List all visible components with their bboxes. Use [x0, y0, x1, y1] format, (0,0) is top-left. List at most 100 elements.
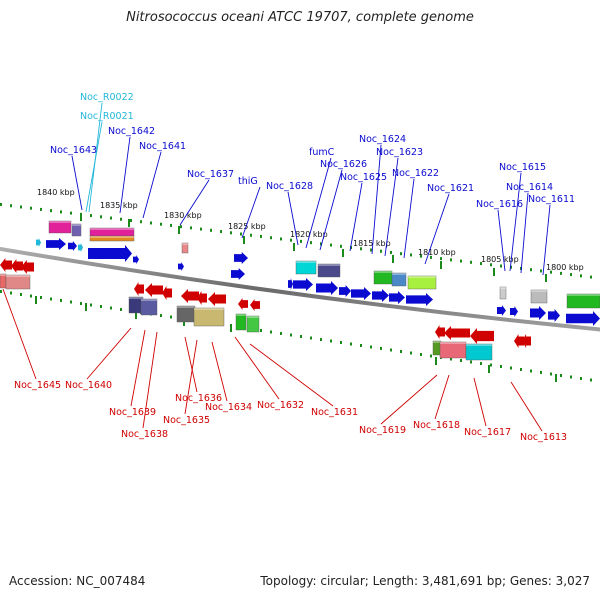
- leader-line: [119, 136, 131, 214]
- gene-box-highlight: [90, 228, 134, 230]
- leader-line: [184, 336, 198, 393]
- reverse-gene-arrow: [11, 259, 23, 273]
- gene-box-highlight: [466, 344, 492, 346]
- gene-box: [176, 305, 196, 323]
- gene-boxes: [0, 220, 600, 361]
- forward-gene-arrow: [293, 278, 313, 291]
- tick-dot: [420, 353, 422, 356]
- gene-labels: Noc_R0022 Noc_R0021 Noc_1643 Noc_1642 Noc_16…: [14, 92, 575, 443]
- reverse-gene-arrow: [134, 282, 144, 296]
- tick-dot: [270, 330, 272, 334]
- leader-line: [211, 341, 228, 402]
- gene-box: [499, 286, 507, 300]
- tick-dot: [190, 226, 192, 230]
- leader-line: [71, 155, 83, 211]
- gene-label: fumC: [309, 147, 335, 158]
- gene-box-highlight: [392, 273, 406, 275]
- forward-gene-arrow: [178, 262, 184, 271]
- gene-box-highlight: [247, 316, 259, 318]
- gene-box-highlight: [6, 275, 30, 277]
- tick-dot: [350, 342, 352, 346]
- kbp-label: 1840 kbp: [37, 188, 75, 197]
- tick-dot: [540, 269, 542, 273]
- forward-gene-arrow: [46, 238, 66, 250]
- reverse-gene-arrow: [435, 325, 445, 339]
- tick-dot: [490, 363, 492, 367]
- major-tick: [392, 255, 394, 263]
- tick-dot: [500, 264, 502, 268]
- leader-line: [305, 157, 332, 249]
- tick-dot: [220, 230, 222, 234]
- tick-dot: [480, 262, 482, 266]
- tick-dot: [100, 305, 102, 308]
- major-tick: [135, 311, 137, 319]
- reverse-gene-arrow: [162, 286, 172, 300]
- leader-line: [380, 374, 438, 425]
- tick-dot: [160, 222, 162, 226]
- tick-dot: [320, 242, 322, 246]
- tick-dot: [330, 243, 332, 247]
- gene-box-highlight: [567, 294, 600, 296]
- major-tick: [545, 274, 547, 282]
- leader-line: [520, 192, 529, 274]
- tick-dot: [410, 253, 412, 257]
- forward-gene-arrow: [231, 268, 245, 280]
- gene-box: [439, 341, 467, 359]
- reverse-gene-arrow: [21, 260, 34, 274]
- tick-dot: [100, 215, 102, 219]
- gene-label: Noc_1623: [376, 147, 423, 158]
- tick-dot: [240, 232, 242, 236]
- leader-line: [497, 209, 506, 272]
- gene-box: [566, 293, 600, 309]
- tick-dot: [430, 255, 432, 259]
- forward-gene-arrow: [351, 287, 371, 300]
- gene-label: Noc_R0022: [80, 92, 134, 103]
- gene-box-highlight: [236, 314, 246, 316]
- label-leader-lines: [2, 102, 551, 432]
- leader-line: [473, 377, 487, 427]
- gene-label: Noc_1619: [359, 425, 406, 436]
- reverse-gene-arrow: [197, 291, 207, 305]
- reverse-gene-arrow: [181, 289, 199, 303]
- tick-dot: [400, 252, 402, 256]
- leader-line: [142, 331, 158, 429]
- tick-dot: [60, 210, 62, 214]
- gene-label: Noc_1615: [499, 162, 546, 173]
- gene-label: Noc_1624: [359, 134, 406, 145]
- kbp-scale: 1840 kbp 1835 kbp 1830 kbp 1825 kbp 1820 kbp…: [37, 188, 584, 272]
- tick-dot: [250, 233, 252, 237]
- leader-line: [542, 204, 551, 276]
- tick-dot: [430, 354, 432, 358]
- major-tick: [128, 219, 130, 227]
- leader-line: [184, 339, 198, 415]
- reverse-gene-arrow: [514, 334, 524, 348]
- tick-dot: [340, 244, 342, 248]
- kbp-label: 1810 kbp: [418, 248, 456, 257]
- gene-box-highlight: [177, 306, 195, 308]
- reverse-gene-arrow: [0, 258, 12, 272]
- gene-box: [432, 340, 442, 356]
- gene-label: Noc_1613: [520, 432, 567, 443]
- tick-dot: [450, 357, 452, 361]
- major-tick: [243, 236, 245, 244]
- gene-box-highlight: [72, 224, 81, 226]
- tick-dot: [590, 275, 592, 279]
- gene-label: Noc_1625: [340, 172, 387, 183]
- tick-dot: [460, 259, 462, 263]
- tick-dot: [470, 260, 472, 264]
- gene-label: Noc_1638: [121, 429, 168, 440]
- gene-box: [181, 242, 189, 254]
- forward-gene-arrow: [566, 311, 600, 326]
- leader-line: [85, 121, 103, 213]
- tick-dot: [70, 300, 72, 304]
- leader-line: [86, 327, 132, 380]
- tick-dot: [110, 216, 112, 220]
- tick-dot: [260, 234, 262, 238]
- gene-arrows: [0, 238, 600, 348]
- tick-dot: [560, 374, 562, 377]
- tick-dot: [60, 299, 62, 302]
- kbp-label: 1830 kbp: [164, 211, 202, 220]
- leader-line: [241, 186, 261, 239]
- reverse-gene-arrow: [208, 292, 226, 306]
- forward-gene-arrow: [78, 243, 83, 252]
